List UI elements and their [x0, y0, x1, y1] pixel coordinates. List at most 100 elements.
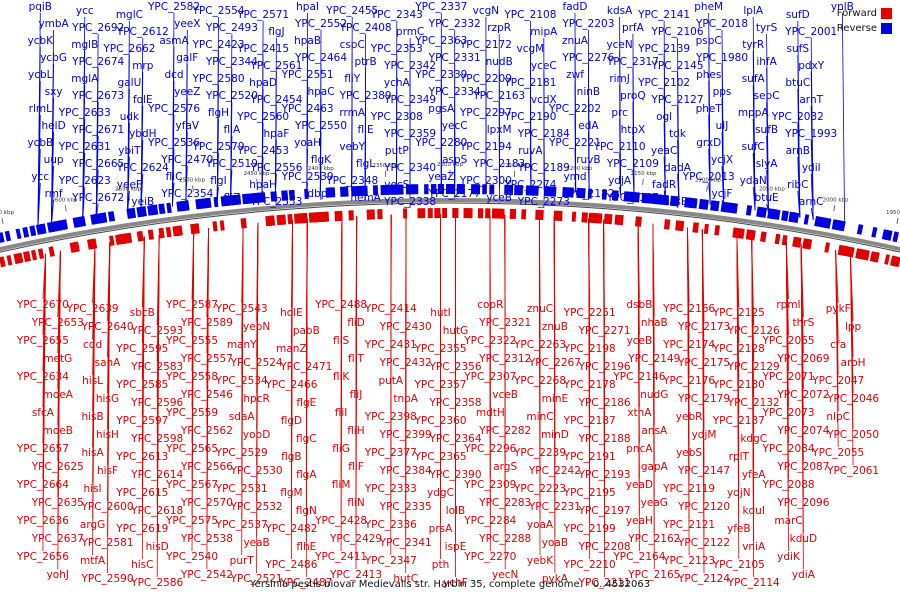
reverse-gene-label[interactable]: YPC_2106	[650, 26, 703, 38]
forward-gene-label[interactable]: YPC_2288	[478, 533, 531, 545]
forward-gene-label[interactable]: YPC_2615	[115, 487, 168, 499]
forward-gene-label[interactable]: ydgC	[427, 487, 454, 499]
forward-gene-label[interactable]: YPC_2670	[16, 299, 69, 311]
forward-gene-label[interactable]: YPC_2046	[826, 393, 879, 405]
reverse-gene-label[interactable]: tdk	[669, 128, 687, 140]
reverse-gene-label[interactable]: YPC_2539	[281, 171, 334, 183]
reverse-gene-label[interactable]: pdxY	[798, 60, 825, 72]
forward-gene-label[interactable]: manY	[227, 339, 257, 351]
forward-gene-label[interactable]: YPC_2543	[215, 303, 268, 315]
forward-gene-label[interactable]: YPC_2335	[379, 501, 432, 513]
reverse-gene-label[interactable]: YPC_2209	[459, 73, 512, 85]
forward-gene-label[interactable]: YPC_2128	[712, 343, 765, 355]
reverse-gene-label[interactable]: aspS	[442, 154, 468, 166]
forward-gene-label[interactable]: nlpC	[826, 411, 850, 423]
reverse-gene-label[interactable]: YPC_2221	[548, 137, 601, 149]
reverse-gene-label[interactable]: YPC_2454	[249, 94, 302, 106]
reverse-gene-label[interactable]: ihfA	[756, 56, 777, 68]
forward-gene-label[interactable]: YPC_2178	[563, 379, 616, 391]
forward-gene-label[interactable]: YPC_2634	[16, 371, 69, 383]
forward-gene-label[interactable]: YPC_2540	[165, 551, 218, 563]
forward-gene-label[interactable]: YPC_2411	[314, 551, 367, 563]
forward-gene-label[interactable]: nudG	[640, 389, 668, 401]
reverse-gene-label[interactable]: YPC_2551	[281, 69, 334, 81]
reverse-gene-label[interactable]: YPC_2340	[383, 162, 436, 174]
reverse-gene-label[interactable]: YPC_2423	[191, 39, 244, 51]
forward-gene-label[interactable]: hisH	[96, 429, 119, 441]
forward-gene-label[interactable]: hutI	[430, 307, 451, 319]
reverse-gene-label[interactable]: yceB	[486, 192, 512, 204]
forward-gene-label[interactable]: manZ	[276, 343, 307, 355]
reverse-gene-label[interactable]: ydjA	[608, 175, 632, 187]
forward-gene-label[interactable]: yeaD	[626, 479, 653, 491]
reverse-gene-label[interactable]: rmf	[45, 188, 63, 200]
forward-gene-label[interactable]: znuC	[527, 303, 553, 315]
reverse-gene-label[interactable]: ruvB	[576, 154, 600, 166]
reverse-gene-label[interactable]: dcd	[164, 69, 183, 81]
reverse-gene-label[interactable]: sufA	[742, 73, 766, 85]
reverse-gene-label[interactable]: znuA	[562, 35, 589, 47]
reverse-gene-label[interactable]: ribC	[787, 179, 808, 191]
reverse-gene-label[interactable]: hpaI	[296, 1, 319, 13]
forward-gene-label[interactable]: YPC_2614	[130, 469, 183, 481]
forward-gene-label[interactable]: YPC_2598	[130, 433, 183, 445]
forward-gene-label[interactable]: YPC_2137	[712, 415, 765, 427]
forward-gene-label[interactable]: YPC_2546	[180, 389, 233, 401]
forward-gene-label[interactable]: YPC_2120	[677, 501, 730, 513]
forward-gene-label[interactable]: YPC_2283	[478, 497, 531, 509]
forward-gene-label[interactable]: fliG	[332, 443, 350, 455]
forward-gene-label[interactable]: YPC_2619	[115, 523, 168, 535]
reverse-gene-label[interactable]: yecS	[384, 179, 409, 191]
reverse-gene-label[interactable]: YPC_2183	[472, 158, 525, 170]
forward-gene-label[interactable]: YPC_2593	[130, 325, 183, 337]
forward-gene-label[interactable]: metG	[43, 353, 72, 365]
reverse-gene-label[interactable]: fliA	[224, 124, 242, 136]
reverse-gene-label[interactable]: cspC	[340, 39, 365, 51]
reverse-gene-label[interactable]: YPC_2013	[682, 171, 735, 183]
reverse-gene-label[interactable]: YPC_2331	[428, 52, 481, 64]
forward-gene-label[interactable]: YPC_2653	[31, 317, 84, 329]
forward-gene-label[interactable]: YPC_2147	[677, 465, 730, 477]
reverse-gene-label[interactable]: fliE	[358, 124, 374, 136]
forward-gene-label[interactable]: pykA	[542, 573, 569, 585]
reverse-gene-label[interactable]: YPC_2177	[428, 188, 481, 200]
reverse-gene-label[interactable]: proQ	[620, 90, 645, 102]
forward-gene-label[interactable]: YPC_2125	[712, 307, 765, 319]
reverse-gene-label[interactable]: galF	[176, 52, 198, 64]
reverse-gene-label[interactable]: YPC_2455	[325, 5, 378, 17]
reverse-gene-label[interactable]: YPC_2556	[249, 162, 302, 174]
forward-gene-label[interactable]: YPC_2284	[463, 515, 516, 527]
forward-gene-label[interactable]: YPC_2466	[264, 379, 317, 391]
reverse-gene-label[interactable]: sufB	[755, 124, 778, 136]
reverse-gene-label[interactable]: dadA	[664, 162, 692, 174]
forward-gene-label[interactable]: YPC_2166	[662, 303, 715, 315]
reverse-gene-label[interactable]: pqiB	[29, 1, 52, 13]
reverse-gene-label[interactable]: vcgM	[517, 43, 545, 55]
forward-gene-label[interactable]: YPC_2531	[215, 483, 268, 495]
reverse-gene-label[interactable]: arnC	[799, 196, 824, 208]
reverse-gene-label[interactable]: YPC_2553	[249, 196, 302, 208]
forward-gene-label[interactable]: flgC	[296, 433, 317, 445]
reverse-gene-label[interactable]: YPC_2317	[606, 56, 659, 68]
forward-gene-label[interactable]: flgA	[296, 469, 317, 481]
reverse-gene-label[interactable]: YPC_2107	[606, 192, 659, 204]
reverse-gene-label[interactable]: yceC	[531, 60, 557, 72]
reverse-gene-label[interactable]: YPC_2623	[58, 175, 111, 187]
forward-gene-label[interactable]: xthA	[627, 407, 652, 419]
forward-gene-label[interactable]: YPC_2263	[513, 339, 566, 351]
forward-gene-label[interactable]: putA	[378, 375, 403, 387]
forward-gene-label[interactable]: YPC_2364	[428, 433, 481, 445]
reverse-gene-label[interactable]: YPC_2337	[414, 1, 467, 13]
forward-gene-label[interactable]: hisC	[131, 559, 153, 571]
forward-gene-label[interactable]: ansA	[641, 425, 668, 437]
reverse-gene-label[interactable]: rrmA	[339, 107, 365, 119]
reverse-gene-label[interactable]: slyA	[756, 158, 779, 170]
reverse-gene-label[interactable]: YPC_2102	[637, 77, 690, 89]
forward-gene-label[interactable]: mtfA	[80, 555, 106, 567]
forward-gene-label[interactable]: YPC_2270	[463, 551, 516, 563]
forward-gene-label[interactable]: YPC_2198	[563, 343, 616, 355]
reverse-gene-label[interactable]: sepC	[754, 90, 780, 102]
forward-gene-label[interactable]: YPC_2282	[478, 425, 531, 437]
forward-gene-label[interactable]: YPC_2196	[578, 361, 631, 373]
forward-gene-label[interactable]: ydiK	[777, 551, 801, 563]
